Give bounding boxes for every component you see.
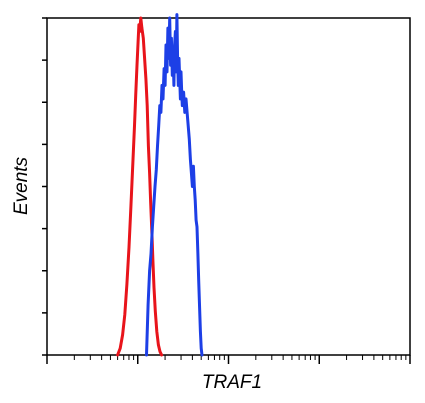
y-axis-title: Events bbox=[11, 156, 32, 215]
x-axis-ticks bbox=[46, 355, 411, 364]
plot-border bbox=[46, 17, 411, 356]
histogram-series-2 bbox=[145, 13, 204, 357]
x-axis-title: TRAF1 bbox=[202, 372, 262, 393]
plot-frame bbox=[46, 17, 411, 356]
series-layer bbox=[116, 13, 204, 357]
y-axis-ticks bbox=[42, 17, 47, 356]
histogram-series-1 bbox=[116, 16, 164, 357]
